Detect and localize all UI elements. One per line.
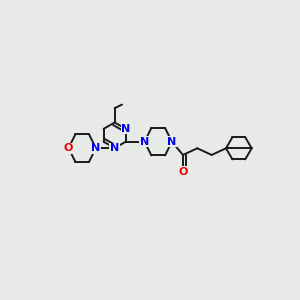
Text: O: O [178,167,188,177]
Text: O: O [64,143,73,153]
Text: N: N [167,137,176,147]
Text: N: N [110,143,119,153]
Text: N: N [121,124,130,134]
Text: N: N [140,137,149,147]
Text: N: N [91,143,101,153]
